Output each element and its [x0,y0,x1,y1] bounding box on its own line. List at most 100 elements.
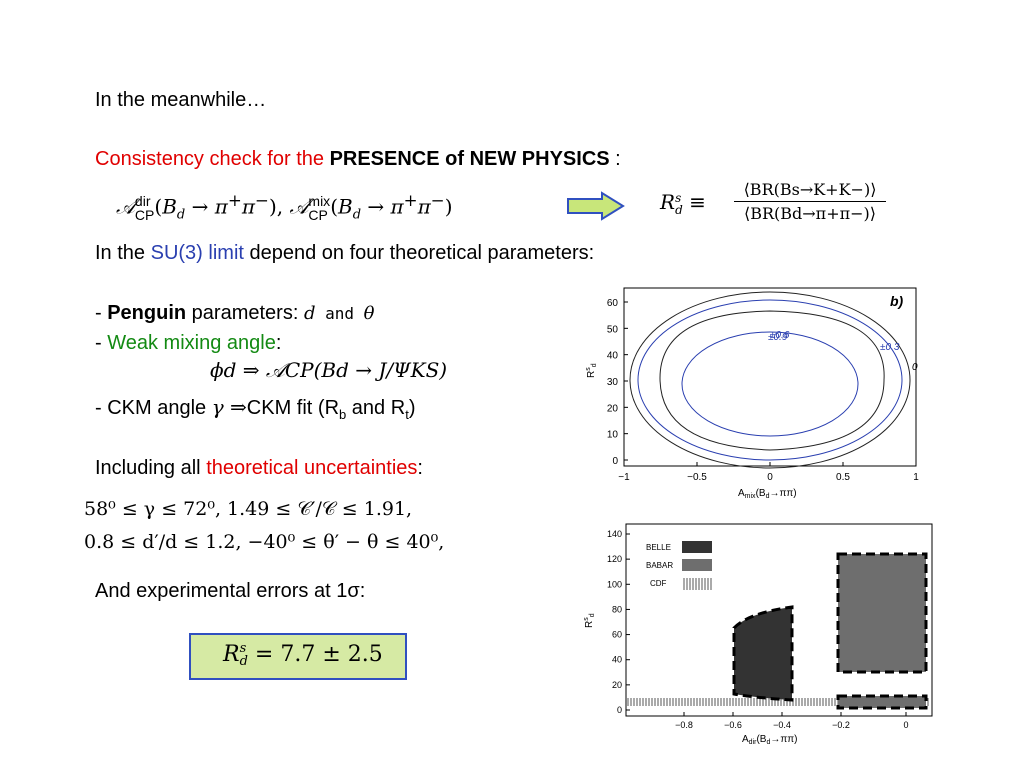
consistency-suffix: : [609,148,621,170]
contour-0-3 [637,299,903,461]
penguin-dash: - [95,302,108,324]
right-arrow-icon [567,191,625,221]
phi-formula: ϕd ⇒ 𝒜CP(Bd → J/ΨKS) [210,358,448,382]
plot2-xtick-label: 0 [903,720,908,730]
experimental-plot: BELLE BABAR CDF −0.8 −0.6 −0.4 −0.2 0 0 20 40 6… [583,523,933,746]
weak-colon: : [275,332,282,354]
rs-numerator: ⟨BR(Bs→K+K−)⟩ [743,180,877,199]
ckm-close: ) [408,397,416,419]
ckm-gamma: γ [211,395,224,419]
penguin-bold: Penguin [107,302,187,324]
babar-region-low [836,694,928,710]
weak-mixing-angle: Weak mixing angle [107,332,276,354]
legend-belle: BELLE [646,543,671,552]
including-line: Including all theoretical uncertainties: [95,456,423,480]
plot2-xtick-label: −0.4 [773,720,791,730]
legend-babar-swatch [682,559,712,571]
plot1-ytick-label: 40 [607,351,619,362]
contour-label-0: 0 [912,362,918,373]
including-prefix: Including all [95,457,207,479]
penguin-and: and [315,304,364,323]
contour-0 [629,291,911,469]
ckm-text: CKM fit (R [246,397,340,419]
su3-limit: SU(3) limit [150,242,244,264]
weak-dash: - [95,332,108,354]
plot2-ytick-label: 140 [607,529,622,539]
plot2-ytick-label: 80 [612,604,622,614]
ckm-arrow: ⇒ [223,395,247,419]
acp-dir-symbol: 𝒜 [116,194,135,219]
plot2-ytick-label: 20 [612,680,622,690]
plot1-ytick-label: 30 [607,377,619,388]
weak-line: - Weak mixing angle: [95,331,281,355]
contour-label-03: ±0.3 [880,342,900,353]
su3-line: In the SU(3) limit depend on four theore… [95,241,594,265]
contour-0-6 [659,310,885,451]
plot2-ytick-label: 0 [617,705,622,715]
mix-label: mix [308,193,331,210]
new-physics-bold: PRESENCE of NEW PHYSICS [329,148,610,170]
legend-cdf-swatch [683,578,712,590]
ckm-sub-b: b [339,407,347,422]
plot1-xtick-label: 0 [767,472,773,483]
ckm-and: and R [346,397,406,419]
plot2-xtick-label: −0.2 [832,720,850,730]
penguin-line: - Penguin parameters: d and θ [95,301,374,326]
result-value: = 7.7 ± 2.5 [254,642,383,667]
plot1-x-ticks: −1 −0.5 0 0.5 1 [618,462,919,483]
contour-label-06: ±0.6 [770,330,790,341]
consistency-line: Consistency check for the PRESENCE of NE… [95,147,621,171]
plot1-xtick-label: −1 [618,472,630,483]
cp-label-2: CP [308,207,328,224]
rs-fraction: ⟨BR(Bs→K+K−)⟩ ⟨BR(Bd→π+π−)⟩ [730,180,890,223]
legend-belle-swatch [682,541,712,553]
su3-suffix: depend on four theoretical parameters: [243,242,595,264]
penguin-rest: parameters: [186,302,304,324]
belle-region [732,605,794,702]
plot1-ylabel: Rsd [585,363,598,378]
intro-text: In the meanwhile… [95,89,267,111]
plot1-ytick-label: 50 [607,324,619,335]
plot1-panel-label: b) [890,293,904,309]
legend-cdf: CDF [650,579,667,588]
plot1-frame [623,287,917,467]
plot1-xtick-label: 0.5 [836,472,850,483]
penguin-d: d [303,303,316,324]
babar-region [836,552,928,674]
acp-mix-symbol: 𝒜 [289,194,309,219]
contour-plot: −1 −0.5 0 0.5 1 0 10 20 30 40 50 60 ±0.6 ±0.9 ±0.3… [585,287,919,500]
plot2-x-ticks: −0.8 −0.6 −0.4 −0.2 0 [675,712,909,730]
plot1-ytick-label: 20 [607,403,619,414]
plot1-xlabel: Amix(Bd→ππ) [738,488,797,500]
ckm-sub-t: t [405,407,409,422]
experimental-line: And experimental errors at 1σ: [95,580,366,602]
cp-label: CP [134,207,155,224]
su3-prefix: In the [95,242,151,264]
plot1-ytick-label: 60 [607,298,619,309]
plot1-ytick-label: 0 [612,456,618,467]
plot2-xtick-label: −0.8 [675,720,693,730]
plot1-y-ticks: 0 10 20 30 40 50 60 [607,298,628,467]
constraint-line-1: 58⁰ ≤ γ ≤ 72⁰, 1.49 ≤ 𝒞′/𝒞 ≤ 1.91, [84,498,413,520]
plot2-y-ticks: 0 20 40 60 80 100 120 140 [607,529,630,715]
ckm-line: - CKM angle γ ⇒CKM fit (Rb and Rt) [95,395,415,427]
plot2-ytick-label: 100 [607,579,622,589]
plot2-ytick-label: 40 [612,655,622,665]
plot2-xtick-label: −0.6 [724,720,742,730]
plot2-ylabel: Rsd [583,613,596,628]
rs-denominator: ⟨BR(Bd→π+π−)⟩ [743,204,877,223]
plot2-ytick-label: 60 [612,630,622,640]
including-colon: : [417,457,423,479]
contour-0-9 [681,331,859,437]
plot2-xlabel: Adir(Bd→ππ) [742,734,798,746]
dir-label: dir [134,193,151,210]
constraint-line-2: 0.8 ≤ d′/d ≤ 1.2, −40⁰ ≤ θ′ − θ ≤ 40⁰, [84,531,445,553]
theoretical-uncertainties: theoretical uncertainties [206,457,418,479]
contour-label-09: ±0.9 [768,332,788,343]
legend-babar: BABAR [646,561,673,570]
plot1-xtick-label: −0.5 [687,472,707,483]
